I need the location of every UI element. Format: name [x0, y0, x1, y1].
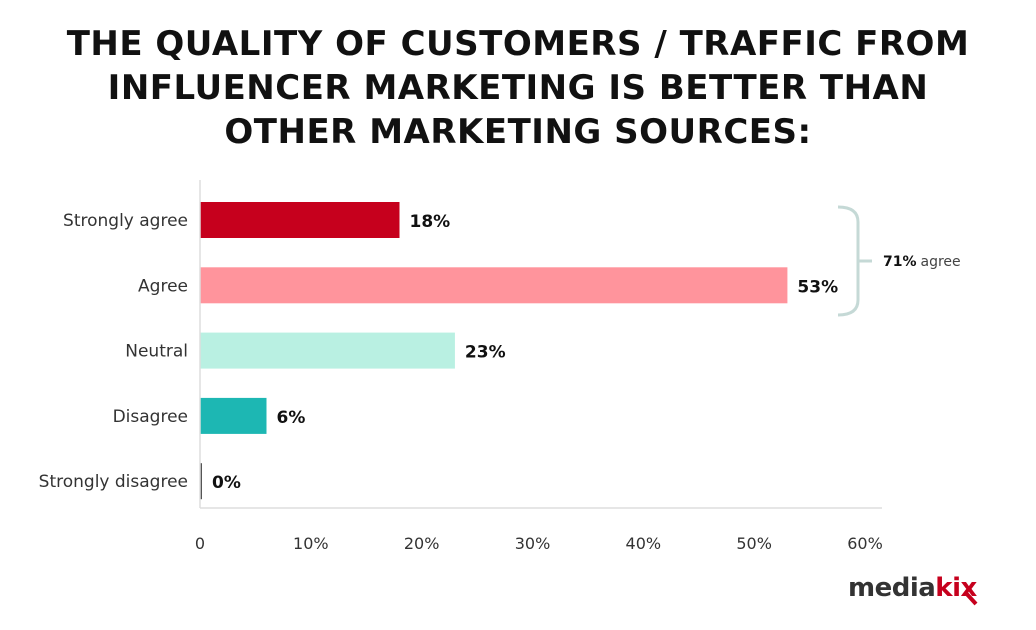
data-label: 23%: [465, 343, 506, 363]
annotation-text: 71% agree: [883, 254, 961, 270]
data-label: 0%: [212, 473, 241, 493]
bar: [200, 463, 202, 500]
bracket: [837, 205, 872, 317]
category-label: Strongly agree: [63, 211, 188, 231]
data-label: 18%: [410, 212, 451, 232]
x-tick-label: 50%: [736, 534, 772, 553]
bar: [200, 202, 400, 238]
category-label: Strongly disagree: [39, 472, 188, 492]
mediakix-logo: mediakix: [848, 573, 978, 606]
bar: [200, 332, 455, 369]
title-line: THE QUALITY OF CUSTOMERS / TRAFFIC FROM: [66, 24, 970, 64]
chart-title: THE QUALITY OF CUSTOMERS / TRAFFIC FROM …: [0, 22, 1036, 154]
x-tick-label: 30%: [515, 534, 551, 553]
title-line: OTHER MARKETING SOURCES:: [224, 112, 812, 152]
data-label: 53%: [797, 277, 838, 297]
category-label: Agree: [138, 276, 188, 296]
x-tick-label: 20%: [404, 534, 440, 553]
data-label: 6%: [277, 408, 306, 428]
agree-annotation: 71% agree: [837, 205, 961, 317]
svg-text:mediakix: mediakix: [848, 573, 978, 603]
category-label: Disagree: [113, 407, 188, 427]
x-tick-label: 10%: [293, 534, 329, 553]
bar: [200, 267, 788, 304]
title-line: INFLUENCER MARKETING IS BETTER THAN: [107, 68, 929, 108]
category-label: Neutral: [125, 342, 188, 362]
bar: [200, 397, 267, 434]
x-tick-label: 40%: [626, 534, 662, 553]
x-tick-label: 0: [195, 534, 205, 553]
x-tick-label: 60%: [847, 534, 883, 553]
